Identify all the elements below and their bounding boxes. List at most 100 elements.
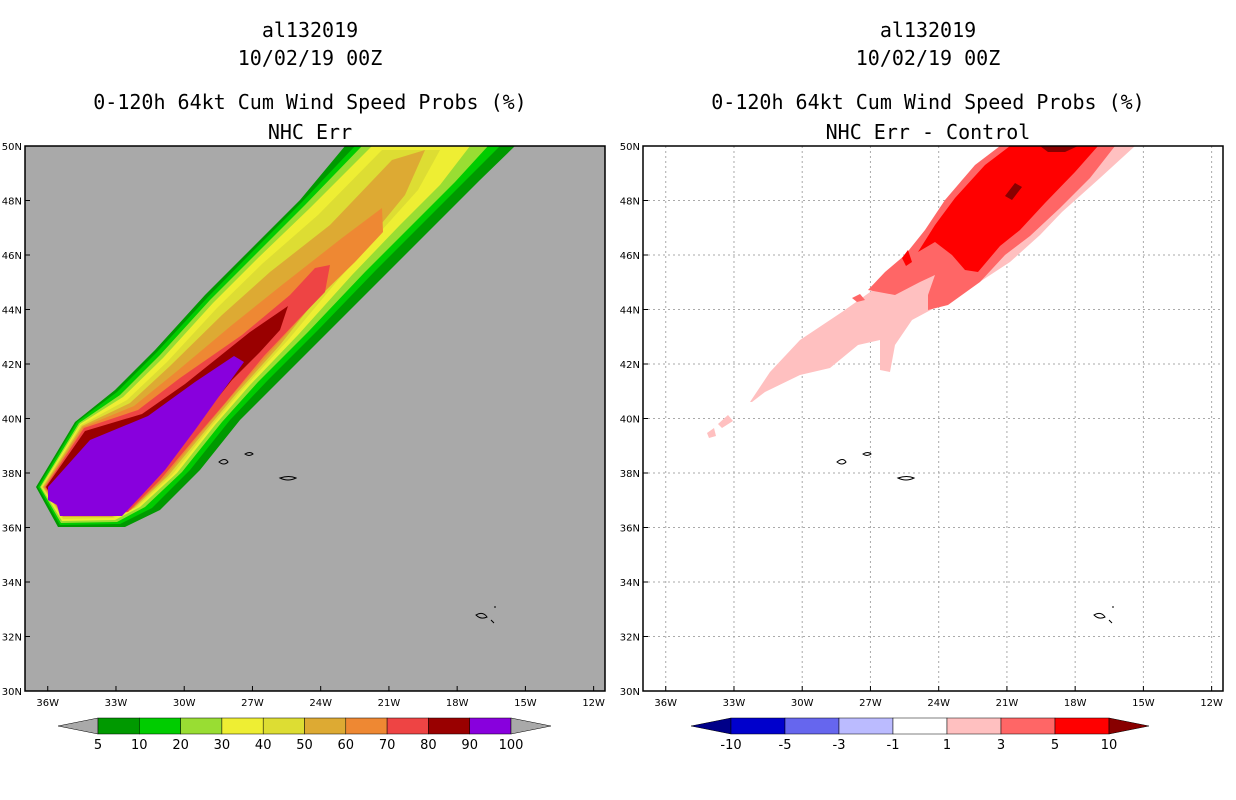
diff-band-over-10-b — [1005, 183, 1022, 200]
y-tick-label: 32N — [2, 633, 22, 644]
y-tick-label: 36N — [620, 524, 640, 535]
x-tick-label: 18W — [1064, 698, 1087, 709]
y-tick-label: 40N — [620, 415, 640, 426]
colorbar-swatch — [345, 717, 388, 735]
diff-band-5-10-dot — [902, 250, 912, 266]
diff-band-5-10 — [918, 146, 1098, 272]
right-coastlines — [836, 452, 1114, 624]
x-tick-label: 15W — [1132, 698, 1155, 709]
colorbar-label: 70 — [379, 738, 396, 753]
y-tick-label: 30N — [2, 687, 22, 698]
right-y-axis-ticks: 50N 48N 46N 44N 42N 40N 38N 36N 34N 32N 30N — [620, 142, 648, 698]
diff-band-3-5-dot — [852, 294, 865, 302]
y-tick-label: 50N — [620, 142, 640, 153]
x-tick-label: 27W — [241, 698, 264, 709]
colorbar-label: 10 — [131, 738, 148, 753]
left-x-axis-ticks: 36W 33W 30W 27W 24W 21W 18W 15W 12W — [36, 686, 605, 709]
left-y-axis-ticks: 50N 48N 46N 44N 42N 40N 38N 36N 34N 32N 30N — [2, 142, 30, 698]
x-tick-label: 30W — [173, 698, 196, 709]
y-tick-label: 46N — [2, 251, 22, 262]
x-tick-label: 33W — [105, 698, 128, 709]
right-x-axis-ticks: 36W 33W 30W 27W 24W 21W 18W 15W 12W — [654, 686, 1223, 709]
colorbar-swatch — [469, 717, 512, 735]
colorbar-label: 60 — [338, 738, 355, 753]
colorbar-label: 10 — [1101, 738, 1118, 753]
y-tick-label: 40N — [2, 415, 22, 426]
y-tick-label: 42N — [2, 360, 22, 371]
left-chart-subtitle: NHC Err — [267, 120, 353, 144]
colorbar-under-arrow — [57, 717, 99, 735]
x-tick-label: 33W — [723, 698, 746, 709]
colorbar-swatch — [304, 717, 347, 735]
left-date: 10/02/19 00Z — [237, 46, 383, 70]
colorbar-label: 40 — [255, 738, 272, 753]
x-tick-label: 24W — [309, 698, 332, 709]
right-chart-title: 0-120h 64kt Cum Wind Speed Probs (%) — [711, 90, 1145, 114]
colorbar-label: -5 — [779, 738, 792, 753]
y-tick-label: 50N — [2, 142, 22, 153]
colorbar-label: 90 — [461, 738, 478, 753]
diff-band-over-10-a — [1040, 146, 1078, 152]
colorbar-swatch — [946, 717, 1002, 735]
x-tick-label: 21W — [996, 698, 1019, 709]
x-tick-label: 27W — [859, 698, 882, 709]
left-storm-id: al132019 — [261, 18, 359, 42]
right-chart-subtitle: NHC Err - Control — [825, 120, 1031, 144]
y-tick-label: 42N — [620, 360, 640, 371]
x-tick-label: 21W — [378, 698, 401, 709]
x-tick-label: 36W — [654, 698, 677, 709]
right-date: 10/02/19 00Z — [855, 46, 1001, 70]
y-tick-label: 38N — [620, 469, 640, 480]
y-tick-label: 44N — [620, 306, 640, 317]
y-tick-label: 36N — [2, 524, 22, 535]
colorbar-label: -1 — [887, 738, 900, 753]
y-tick-label: 34N — [2, 578, 22, 589]
y-tick-label: 34N — [620, 578, 640, 589]
colorbar-label: -3 — [833, 738, 846, 753]
colorbar-swatch — [1054, 717, 1110, 735]
y-tick-label: 44N — [2, 306, 22, 317]
colorbar-swatch — [180, 717, 223, 735]
x-tick-label: 36W — [36, 698, 59, 709]
colorbar-over-arrow — [1108, 717, 1150, 735]
colorbar-swatch — [1000, 717, 1056, 735]
colorbar-swatch — [139, 717, 181, 735]
y-tick-label: 48N — [2, 197, 22, 208]
y-tick-label: 32N — [620, 633, 640, 644]
prob-band-90 — [48, 356, 244, 516]
left-plot: 36W 33W 30W 27W 24W 21W 18W 15W 12W 50N 48N 46N 44N… — [2, 142, 606, 753]
x-tick-label: 12W — [582, 698, 605, 709]
colorbar-label: 30 — [214, 738, 231, 753]
x-tick-label: 15W — [514, 698, 537, 709]
colorbar-over-arrow — [510, 717, 552, 735]
x-tick-label: 12W — [1200, 698, 1223, 709]
colorbar-swatch — [892, 717, 948, 735]
right-plot: 36W 33W 30W 27W 24W 21W 18W 15W 12W 50N 48N 46N 44N… — [620, 142, 1224, 753]
diff-band-1-3-dot-b — [707, 428, 716, 438]
colorbar-label: 80 — [420, 738, 437, 753]
colorbar-swatch — [730, 717, 786, 735]
colorbar-label: 20 — [172, 738, 189, 753]
colorbar-swatch — [262, 717, 305, 735]
left-probability-field — [36, 146, 515, 527]
left-colorbar: 5 10 20 30 40 50 60 70 80 90 100 — [57, 717, 552, 753]
colorbar-swatch — [838, 717, 894, 735]
diff-band-1-3-dot-a — [718, 415, 733, 428]
right-colorbar: -10 -5 -3 -1 1 3 5 10 — [690, 717, 1150, 753]
right-difference-field — [707, 146, 1135, 438]
colorbar-swatch — [221, 717, 264, 735]
x-tick-label: 30W — [791, 698, 814, 709]
right-storm-id: al132019 — [879, 18, 977, 42]
colorbar-label: 50 — [296, 738, 313, 753]
colorbar-label: 5 — [94, 738, 102, 753]
colorbar-swatch — [386, 717, 429, 735]
y-tick-label: 46N — [620, 251, 640, 262]
colorbar-swatch — [784, 717, 840, 735]
x-tick-label: 24W — [927, 698, 950, 709]
colorbar-label: -10 — [720, 738, 741, 753]
left-coastlines — [218, 452, 496, 624]
y-tick-label: 48N — [620, 197, 640, 208]
colorbar-label: 100 — [499, 738, 524, 753]
colorbar-swatch — [428, 717, 470, 735]
